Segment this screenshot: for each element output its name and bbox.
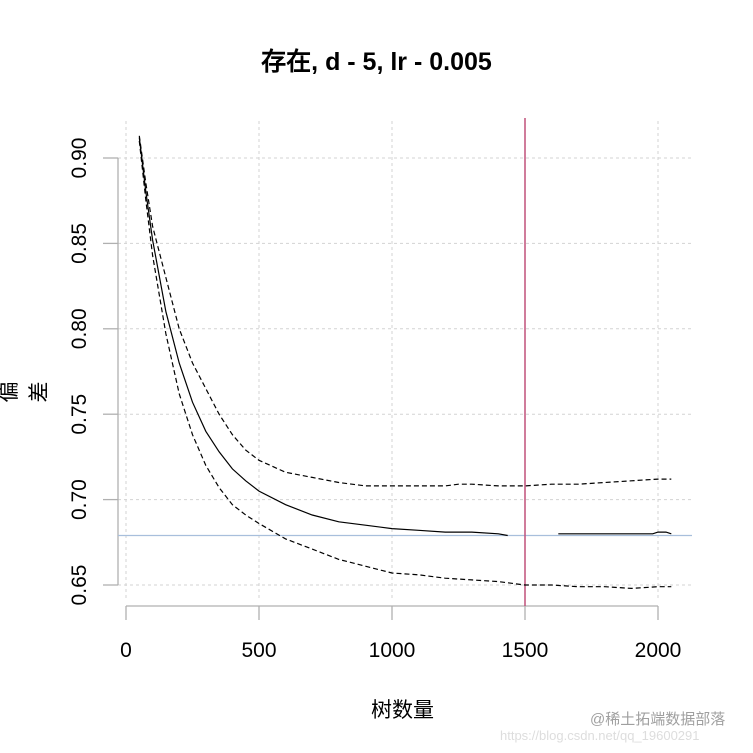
y-tick-label: 0.65: [68, 565, 91, 606]
chart-title: 存在, d - 5, lr - 0.005: [261, 48, 492, 76]
watermark: @稀土拓端数据部落: [590, 711, 726, 728]
y-tick-label: 0.70: [68, 479, 91, 520]
mean-deviance-line: [138, 137, 508, 537]
reference-lines: [118, 118, 692, 606]
y-tick-label: 0.85: [68, 223, 91, 264]
x-tick-label: 2000: [635, 639, 682, 662]
x-tick-label: 0: [120, 639, 132, 662]
x-tick-label: 500: [241, 639, 276, 662]
confidence-band-line: [138, 140, 672, 590]
x-axis-label: 树数量: [371, 699, 434, 722]
grid-lines: [118, 121, 692, 598]
data-series: [138, 135, 672, 590]
mean-deviance-line: [558, 531, 672, 535]
tick-labels: 0 500 1000 1500 2000 0.65 0.70 0.75 0.80 0.85 0.90: [68, 138, 681, 662]
axes: [103, 157, 659, 620]
x-tick-label: 1500: [502, 639, 549, 662]
y-tick-label: 0.75: [68, 394, 91, 435]
y-tick-label: 0.80: [68, 308, 91, 349]
x-tick-label: 1000: [369, 639, 416, 662]
confidence-band-line: [138, 135, 672, 487]
y-tick-label: 0.90: [68, 138, 91, 179]
y-axis-label: 偏差: [0, 381, 51, 403]
watermark-url: https://blog.csdn.net/qq_19600291: [500, 728, 700, 743]
